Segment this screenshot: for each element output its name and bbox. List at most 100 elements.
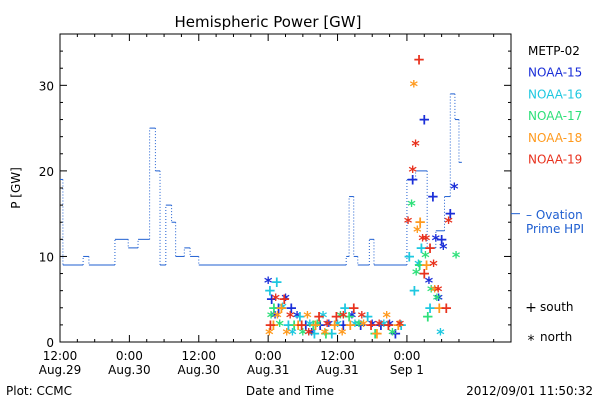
data-point: * — [307, 324, 316, 343]
data-point: * — [299, 324, 308, 343]
ovation-series — [60, 93, 462, 266]
y-tick-label: 30 — [39, 79, 54, 93]
data-point: * — [338, 324, 347, 343]
data-point: * — [388, 324, 397, 343]
data-point: * — [410, 76, 419, 95]
data-point: + — [328, 316, 341, 334]
legend-entry: METP-02 — [528, 44, 580, 58]
data-point: + — [347, 299, 360, 317]
data-point: + — [406, 170, 419, 188]
x-tick-label-time: 0:00 — [116, 349, 143, 363]
y-axis: 0 10 20 30 — [39, 50, 511, 350]
x-tick-label-date: Sep 1 — [390, 363, 424, 377]
data-point: + — [282, 316, 295, 334]
x-tick-label-date: Aug.31 — [316, 363, 359, 377]
data-point: + — [418, 265, 431, 283]
data-point: * — [409, 162, 418, 181]
data-point: * — [439, 239, 448, 258]
data-point: + — [389, 324, 402, 342]
data-point: * — [427, 282, 436, 301]
data-point: * — [396, 316, 405, 335]
data-point: * — [288, 324, 297, 343]
data-point: * — [407, 196, 416, 215]
legend-entry: NOAA-17 — [528, 109, 582, 123]
data-point: * — [429, 256, 438, 275]
data-point: + — [354, 316, 367, 334]
data-point: * — [303, 307, 312, 326]
data-point: + — [435, 230, 448, 248]
data-point: * — [422, 230, 431, 249]
data-point: + — [424, 239, 437, 257]
data-point: * — [267, 307, 276, 326]
x-tick-label-time: 0:00 — [393, 349, 420, 363]
data-point: + — [344, 316, 357, 334]
data-point: * — [348, 307, 357, 326]
ovation-label-line2: Prime HPI — [526, 222, 584, 236]
data-point: * — [418, 230, 427, 249]
data-point: * — [319, 307, 328, 326]
data-point: * — [265, 324, 274, 343]
data-point: * — [271, 290, 280, 309]
data-point: + — [275, 299, 288, 317]
data-point: + — [421, 307, 434, 325]
data-point: + — [265, 290, 278, 308]
satellite-legend: METP-02 NOAA-15 NOAA-16 NOAA-17 NOAA-18 NOAA-… — [528, 44, 582, 167]
data-point: * — [325, 316, 334, 335]
data-point: + — [267, 316, 280, 334]
data-point: + — [414, 213, 427, 231]
data-point: * — [355, 316, 364, 335]
data-point: + — [424, 299, 437, 317]
data-point: * — [414, 256, 423, 275]
data-point: + — [278, 290, 291, 308]
x-tick-label-date: Aug.30 — [178, 363, 221, 377]
x-tick-label-time: 12:00 — [181, 349, 216, 363]
data-point: + — [343, 307, 356, 325]
data-point: * — [358, 307, 367, 326]
data-point: + — [413, 51, 426, 69]
ovation-legend: – Ovation Prime HPI — [511, 208, 584, 236]
data-point: + — [382, 316, 395, 334]
data-point: + — [361, 307, 374, 325]
data-point: * — [293, 307, 302, 326]
data-point: * — [282, 324, 291, 343]
data-point: * — [323, 316, 332, 335]
data-point: * — [306, 316, 315, 335]
data-point: * — [276, 316, 285, 335]
data-point: + — [308, 324, 321, 342]
data-point: * — [273, 307, 282, 326]
x-axis-label: Date and Time — [246, 384, 334, 398]
marker-legend-label: south — [540, 300, 574, 314]
chart-title: Hemispheric Power [GW] — [175, 13, 362, 31]
data-point: + — [264, 282, 277, 300]
data-point: * — [382, 307, 391, 326]
data-point: + — [309, 316, 322, 334]
data-point: * — [321, 324, 330, 343]
data-point: * — [336, 307, 345, 326]
x-tick-label-date: Aug.30 — [108, 363, 151, 377]
data-point: + — [307, 316, 320, 334]
y-tick-label: 0 — [46, 336, 54, 350]
data-point: + — [415, 239, 428, 257]
data-point: + — [413, 256, 426, 274]
data-point: + — [392, 316, 405, 334]
data-point: * — [271, 307, 280, 326]
data-point: * — [432, 230, 441, 249]
data-point: + — [295, 316, 308, 334]
data-point: + — [320, 324, 333, 342]
data-point: * — [436, 324, 445, 343]
data-point: * — [351, 316, 360, 335]
data-point: + — [271, 273, 284, 291]
data-point: * — [404, 213, 413, 232]
data-point: + — [285, 299, 298, 317]
data-point: + — [313, 307, 326, 325]
x-tick-label-time: 0:00 — [255, 349, 282, 363]
plot-timestamp: 2012/09/01 11:50:32 — [466, 384, 593, 398]
data-point: + — [433, 299, 446, 317]
data-point: + — [444, 205, 457, 223]
data-point: + — [272, 299, 285, 317]
data-point: * — [433, 290, 442, 309]
data-point: * — [450, 179, 459, 198]
data-point: + — [339, 299, 352, 317]
